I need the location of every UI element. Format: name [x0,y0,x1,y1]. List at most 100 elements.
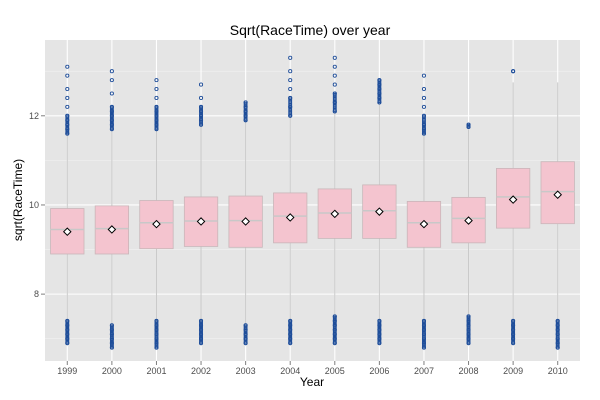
outlier-point [109,345,114,350]
outlier-point [466,318,471,323]
outlier-point [109,104,114,109]
x-tick-label: 2002 [191,366,211,376]
outlier-point [243,323,248,328]
outlier-point [109,78,114,83]
x-tick-label: 1999 [57,366,77,376]
mean-marker [553,190,563,200]
outlier-point [154,318,159,323]
outlier-point [466,341,471,346]
box-2007 [406,73,442,350]
outlier-point [109,341,114,346]
outlier-point [154,332,159,337]
outlier-point [421,113,427,118]
outlier-point [421,131,427,136]
mean-marker [375,207,384,216]
outlier-point [65,122,70,127]
outlier-point [198,122,204,127]
outlier-point [154,104,159,109]
outlier-point [511,69,516,74]
mean-marker [464,216,473,225]
outlier-point [555,336,560,341]
outlier-point [421,73,427,78]
outlier-point [243,332,248,337]
outlier-point [288,336,293,341]
outlier-point [154,323,159,328]
outlier-point [154,345,159,350]
outlier-point [288,78,293,83]
outlier-point [198,318,204,323]
y-tick-label: 8 [34,289,39,299]
outlier-point [243,113,248,118]
outlier-point [198,113,204,118]
outlier-point [377,341,382,346]
box-2000 [94,69,129,350]
outlier-point [65,341,70,346]
outlier-point [198,341,204,346]
outlier-point [466,332,471,337]
x-tick-label: 2010 [548,366,568,376]
outlier-point [332,100,337,105]
box-2006 [362,78,397,346]
outlier-point [377,332,382,337]
outlier-point [332,327,337,332]
outlier-point [288,332,293,337]
box-2009 [496,69,531,346]
outlier-point [154,336,159,341]
outlier-point [421,104,427,109]
outlier-point [332,73,337,78]
box-2002 [183,82,219,346]
box-2010 [540,82,575,350]
outlier-point [421,341,427,346]
outlier-point [109,109,114,114]
outlier-point [511,332,516,337]
outlier-point [154,327,159,332]
outlier-point [288,113,293,118]
outlier-point [511,318,516,323]
outlier-point [109,336,114,341]
outlier-point [466,336,471,341]
outlier-point [377,78,382,83]
box-2004 [273,55,308,346]
box-series [50,55,575,350]
outlier-point [109,127,114,132]
outlier-point [154,78,159,83]
x-tick-label: 2004 [280,366,300,376]
outlier-point [511,341,516,346]
outlier-point [65,64,70,69]
outlier-point [109,323,114,328]
outlier-point [555,345,560,350]
outlier-point [377,91,382,96]
axes: 8 10 12 1999 2000 2001 2002 2003 2004 2005 2006 200… [29,111,568,376]
outlier-point [288,95,293,101]
mean-marker [330,209,340,219]
outlier-point [511,336,516,341]
x-tick-label: 2009 [503,366,523,376]
outlier-point [332,64,337,69]
x-tick-label: 2000 [102,366,122,376]
outlier-point [65,73,70,78]
outlier-point [65,95,70,101]
mean-marker [419,219,429,229]
outlier-point [154,118,159,123]
outlier-point [65,323,70,328]
outlier-point [377,86,382,92]
outlier-point [377,95,382,101]
outlier-point [288,55,293,60]
outlier-point [377,336,382,341]
outlier-point [332,323,337,328]
outlier-point [332,109,337,114]
outlier-point [332,82,337,87]
x-tick-label: 2001 [146,366,166,376]
outlier-point [65,332,70,337]
outlier-point [555,327,560,332]
mean-marker [107,225,117,234]
outlier-point [377,100,382,105]
outlier-point [421,318,427,323]
plot-panel [45,40,580,361]
outlier-point [154,109,159,114]
outlier-point [243,327,248,332]
y-axis-title: sqrt(RaceTime) [11,159,25,241]
outlier-point [65,327,70,332]
outlier-point [288,318,293,323]
